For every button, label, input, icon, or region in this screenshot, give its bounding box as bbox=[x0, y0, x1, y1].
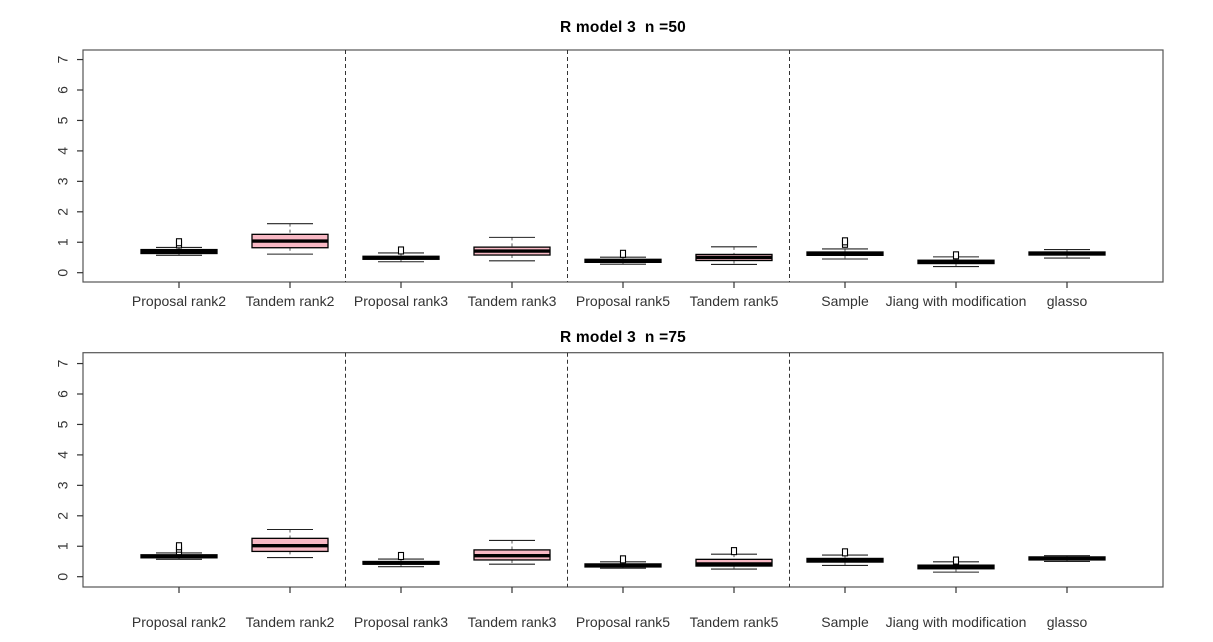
x-axis-category-label: Tandem rank3 bbox=[468, 293, 557, 309]
y-axis-tick-label: 7 bbox=[55, 55, 71, 63]
outlier-point bbox=[841, 237, 849, 246]
x-axis-category-label: Proposal rank2 bbox=[132, 293, 226, 309]
x-axis-category-label: Sample bbox=[821, 293, 869, 309]
outlier-point bbox=[952, 556, 960, 565]
boxplot-proposal-rank3 bbox=[362, 551, 440, 568]
plot-frame bbox=[82, 49, 1164, 283]
boxplot-sample bbox=[806, 548, 884, 566]
y-axis-tick-label: 6 bbox=[55, 86, 71, 94]
x-axis-category-label: Proposal rank3 bbox=[354, 614, 448, 630]
boxplot-tandem-rank2 bbox=[251, 528, 329, 559]
y-axis-tick-label: 1 bbox=[55, 542, 71, 550]
outlier-point bbox=[841, 548, 849, 557]
y-axis-tick-label: 3 bbox=[55, 481, 71, 489]
y-axis-tick-label: 1 bbox=[55, 238, 71, 246]
boxplot-tandem-rank5 bbox=[695, 547, 773, 570]
boxplot-tandem-rank2 bbox=[251, 223, 329, 255]
plot-frame bbox=[82, 352, 1164, 588]
boxplot-sample bbox=[806, 237, 884, 260]
panel-title-n75: R model 3 n =75 bbox=[560, 329, 686, 346]
outlier-point bbox=[175, 542, 183, 551]
boxplot-canvas-n50: 0 1 2 3 4 5 6 7 Proposal rank2 Tandem rank2 Propos… bbox=[55, 49, 1164, 309]
y-axis-tick-label: 7 bbox=[55, 359, 71, 367]
y-axis-tick-label: 4 bbox=[55, 147, 71, 155]
y-axis-tick-label: 5 bbox=[55, 420, 71, 428]
y-axis-tick-label: 0 bbox=[55, 269, 71, 277]
x-axis-category-label: glasso bbox=[1047, 293, 1088, 309]
boxplot-proposal-rank5 bbox=[584, 249, 662, 265]
boxplot-tandem-rank5 bbox=[695, 246, 773, 266]
x-axis-category-label: Sample bbox=[821, 614, 869, 630]
outlier-point bbox=[397, 551, 405, 561]
x-axis-category-label: Tandem rank2 bbox=[246, 614, 335, 630]
boxplot-proposal-rank2 bbox=[140, 238, 218, 256]
x-axis-category-label: Proposal rank3 bbox=[354, 293, 448, 309]
panel-title-n50: R model 3 n =50 bbox=[560, 19, 686, 36]
boxplot-proposal-rank5 bbox=[584, 555, 662, 569]
y-axis-tick-label: 6 bbox=[55, 390, 71, 398]
x-axis-category-label: Tandem rank5 bbox=[690, 614, 779, 630]
y-axis-tick-label: 2 bbox=[55, 208, 71, 216]
outlier-point bbox=[619, 555, 627, 564]
boxplot-tandem-rank3 bbox=[473, 539, 551, 565]
outlier-point bbox=[175, 238, 183, 247]
y-axis-tick-label: 3 bbox=[55, 177, 71, 185]
x-axis-category-label: Proposal rank5 bbox=[576, 293, 670, 309]
x-axis-category-label: Proposal rank5 bbox=[576, 614, 670, 630]
y-axis-tick-label: 2 bbox=[55, 512, 71, 520]
outlier-point bbox=[730, 547, 738, 556]
outlier-point bbox=[619, 249, 627, 258]
y-axis-tick-label: 4 bbox=[55, 451, 71, 459]
x-axis-category-label: Tandem rank3 bbox=[468, 614, 557, 630]
y-axis-tick-label: 0 bbox=[55, 573, 71, 581]
x-axis-category-label: Tandem rank5 bbox=[690, 293, 779, 309]
outlier-point bbox=[397, 246, 405, 255]
boxplot-glasso bbox=[1028, 555, 1106, 563]
y-axis-tick-label: 5 bbox=[55, 116, 71, 124]
x-axis-category-label: Jiang with modification bbox=[886, 293, 1027, 309]
boxplot-canvas-n75: 0 1 2 3 4 5 6 7 Proposal rank2 Tandem rank2 Propos… bbox=[55, 352, 1164, 630]
x-axis-category-label: Jiang with modification bbox=[886, 614, 1027, 630]
outlier-point bbox=[952, 251, 960, 260]
boxplot-jiang-with-modification bbox=[917, 556, 995, 573]
boxplot-tandem-rank3 bbox=[473, 236, 551, 262]
x-axis-category-label: glasso bbox=[1047, 614, 1088, 630]
boxplot-proposal-rank2 bbox=[140, 542, 218, 560]
x-axis-category-label: Proposal rank2 bbox=[132, 614, 226, 630]
boxplot-glasso bbox=[1028, 249, 1106, 259]
boxplot-jiang-with-modification bbox=[917, 251, 995, 268]
boxplot-proposal-rank3 bbox=[362, 246, 440, 263]
x-axis-category-label: Tandem rank2 bbox=[246, 293, 335, 309]
